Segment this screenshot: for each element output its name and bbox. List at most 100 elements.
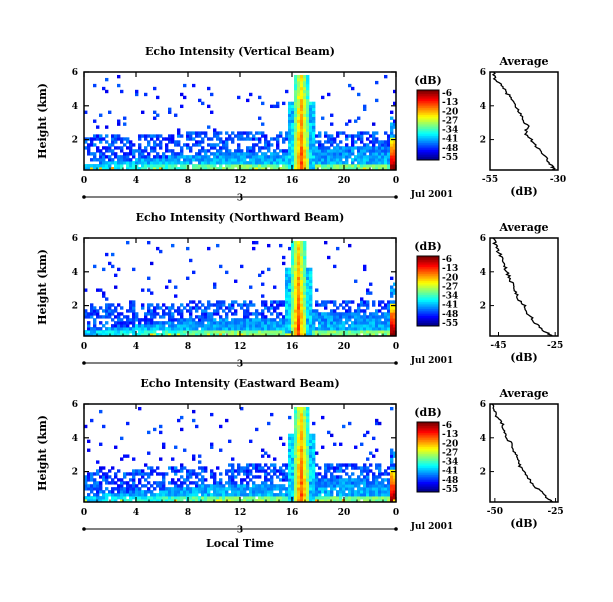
echo-cell: [297, 324, 301, 328]
colorbar-step: [417, 285, 439, 288]
echo-cell: [192, 493, 196, 497]
echo-cell: [177, 321, 181, 325]
echo-cell: [291, 300, 295, 304]
colorbar-step: [417, 149, 439, 152]
echo-cell: [324, 306, 328, 310]
colorbar: (dB)-6-13-20-27-34-41-48-55: [414, 406, 458, 495]
echo-cell: [279, 167, 283, 171]
echo-cell: [204, 484, 208, 488]
echo-cell: [333, 309, 337, 313]
echo-cell: [135, 333, 139, 337]
echo-cell: [306, 98, 310, 103]
echo-cell: [348, 327, 352, 331]
echo-cell: [267, 146, 271, 150]
colorbar-step: [417, 444, 439, 447]
colorbar-step: [417, 301, 439, 304]
echo-cell: [372, 496, 376, 500]
echo-cell: [312, 460, 316, 464]
echo-cell: [345, 312, 349, 316]
echo-cell: [180, 466, 184, 470]
echo-cell: [285, 330, 289, 334]
colorbar-step: [417, 90, 439, 93]
echo-cell: [345, 300, 349, 304]
colorbar-step: [417, 308, 439, 311]
echo-cell: [165, 490, 169, 494]
echo-cell: [345, 146, 349, 150]
echo-cell: [312, 152, 316, 156]
echo-cell: [117, 155, 121, 159]
echo-cell: [180, 92, 184, 97]
echo-cell: [147, 481, 151, 485]
echo-cell: [291, 128, 295, 132]
colorbar: (dB)-6-13-20-27-34-41-48-55: [414, 240, 458, 329]
echo-cell: [336, 463, 340, 467]
echo-cell: [384, 327, 388, 331]
echo-cell: [372, 333, 376, 337]
echo-cell: [189, 475, 193, 479]
echo-cell: [378, 463, 382, 467]
echo-cell: [393, 484, 397, 488]
echo-cell: [126, 481, 130, 485]
colorbar-step: [417, 305, 439, 308]
echo-cell: [153, 309, 157, 313]
echo-cell: [168, 309, 172, 313]
colorbar-step: [417, 437, 439, 440]
echo-cell: [366, 496, 370, 500]
echo-cell: [276, 315, 280, 319]
echo-cell: [315, 493, 319, 497]
echo-cell: [261, 318, 265, 322]
echo-cell: [225, 158, 229, 162]
echo-cell: [261, 131, 265, 135]
echo-cell: [213, 146, 217, 150]
echo-cell: [336, 158, 340, 162]
echo-cell: [96, 460, 100, 464]
echo-cell: [300, 264, 304, 269]
echo-cell: [108, 475, 112, 479]
echo-cell: [363, 312, 367, 316]
echo-cell: [111, 330, 115, 334]
echo-cell: [297, 264, 301, 269]
echo-cell: [99, 149, 103, 153]
echo-cell: [390, 406, 394, 411]
echo-cell: [378, 475, 382, 479]
echo-cell: [135, 487, 139, 491]
echo-cell: [186, 158, 190, 162]
echo-cell: [246, 134, 250, 138]
echo-cell: [309, 484, 313, 488]
colorbar-step: [417, 123, 439, 126]
echo-cell: [357, 155, 361, 159]
echo-cell: [363, 333, 367, 337]
echo-cell: [210, 143, 214, 147]
echo-cell: [351, 140, 355, 144]
echo-cell: [312, 315, 316, 319]
echo-cell: [252, 303, 256, 307]
echo-cell: [339, 499, 343, 503]
echo-cell: [189, 496, 193, 500]
echo-cell: [243, 309, 247, 313]
echo-cell: [294, 80, 298, 85]
echo-cell: [366, 493, 370, 497]
echo-cell: [261, 448, 265, 452]
echo-cell: [249, 327, 253, 331]
echo-cell: [264, 487, 268, 491]
colorbar-step: [417, 104, 439, 107]
echo-cell: [231, 478, 235, 482]
echo-cell: [393, 321, 397, 325]
echo-cell: [285, 318, 289, 322]
echo-cell: [108, 327, 112, 331]
echo-cell: [216, 481, 220, 485]
echo-cell: [138, 158, 142, 162]
echo-cell: [195, 472, 199, 476]
echo-cell: [96, 125, 100, 129]
echo-cell: [105, 481, 109, 485]
profile-x-label: (dB): [510, 517, 537, 530]
echo-cell: [348, 309, 352, 313]
echo-cell: [183, 318, 187, 322]
echo-cell: [297, 137, 301, 141]
echo-cell: [333, 140, 337, 144]
echo-cell: [330, 481, 334, 485]
echo-cell: [288, 113, 292, 117]
echo-cell: [186, 490, 190, 494]
colorbar-step: [417, 277, 439, 280]
echo-cell: [378, 149, 382, 153]
